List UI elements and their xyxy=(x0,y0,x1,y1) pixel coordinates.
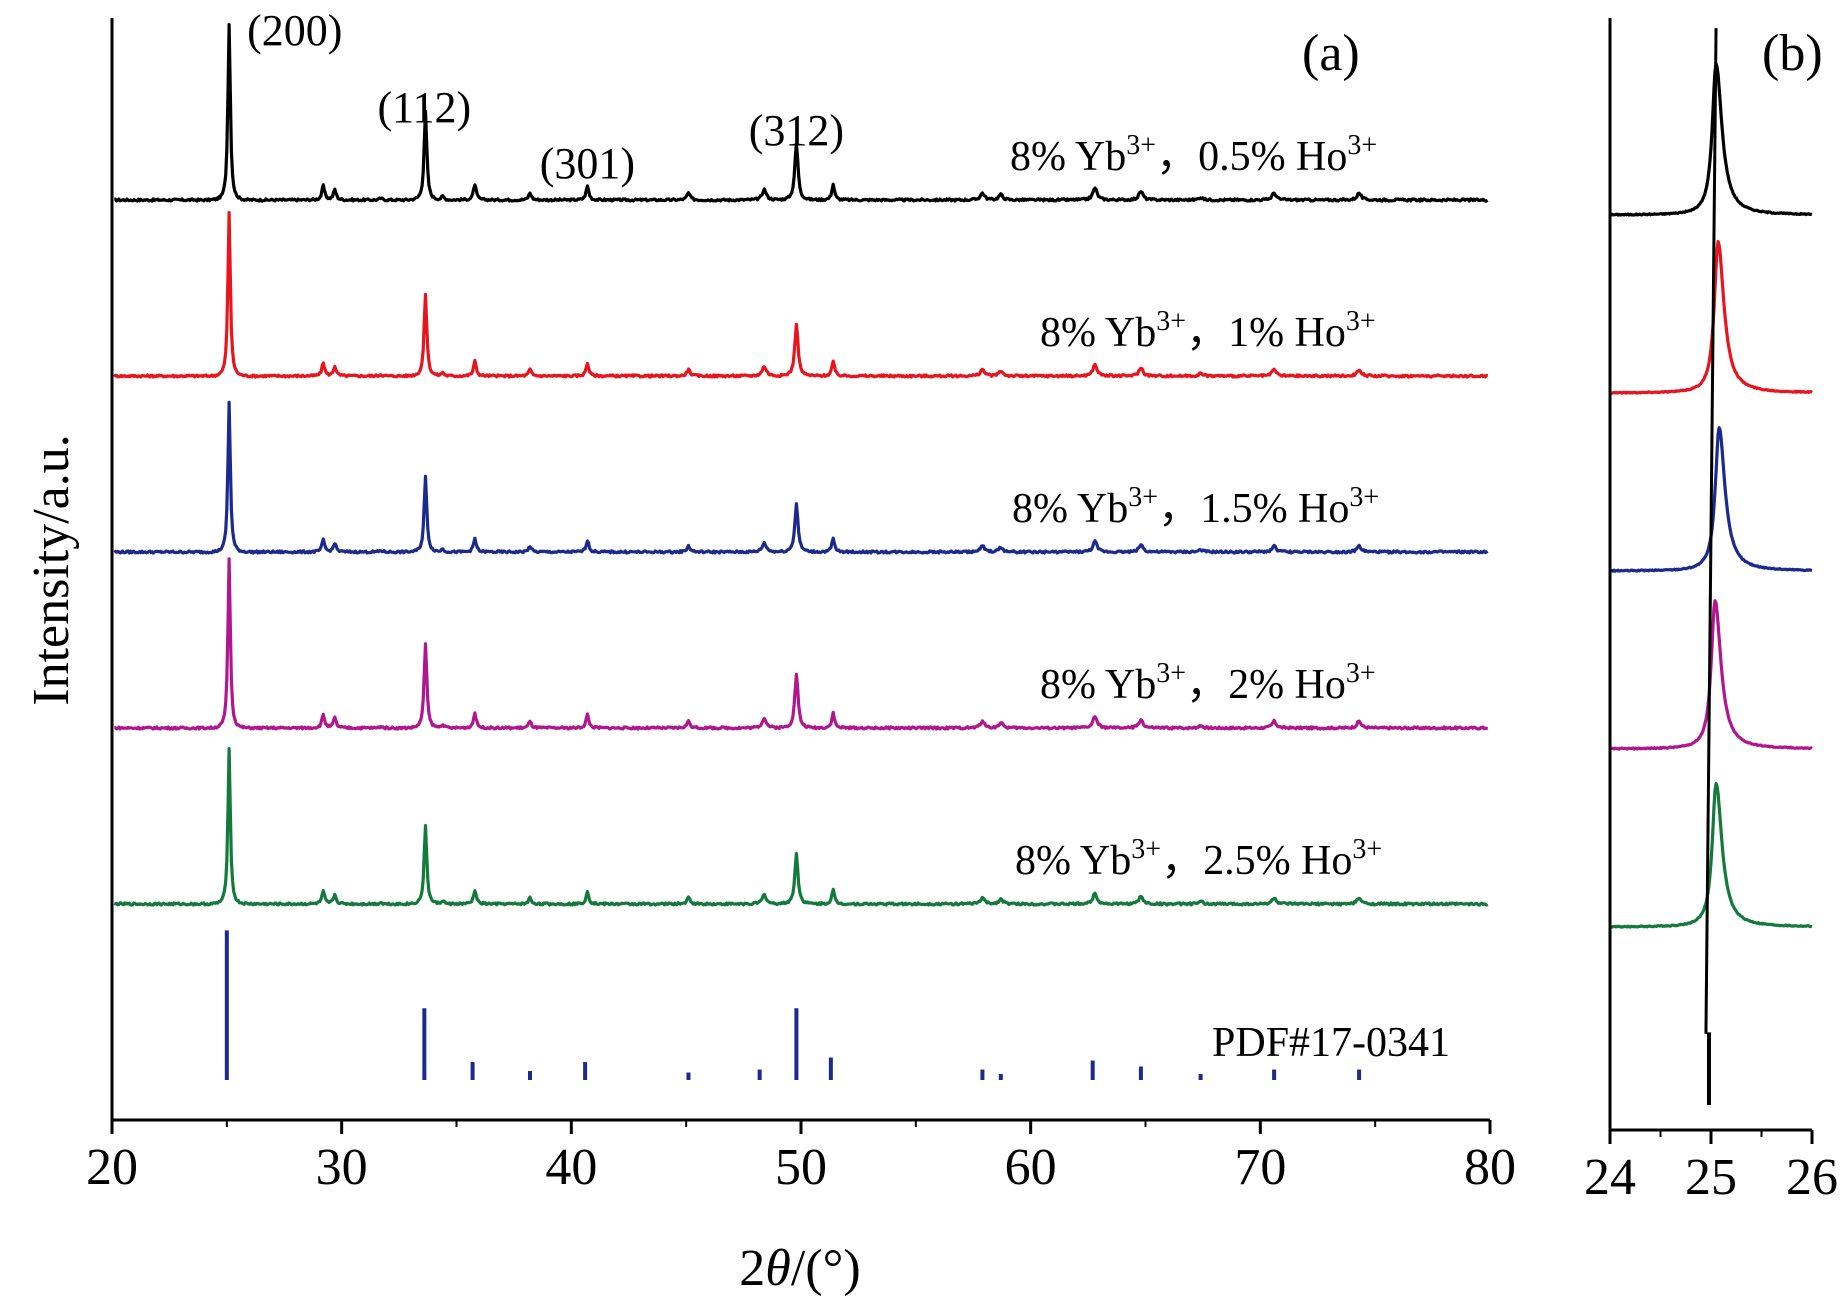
series-label-5-part-3: ，2.5% Ho xyxy=(1161,838,1352,884)
peak-shift-trend-line xyxy=(1704,28,1718,1034)
series-label-1-part-4: 3+ xyxy=(1347,130,1377,161)
x-tick-label-5: 60 xyxy=(1005,1139,1057,1196)
panel-b-x-tick-label-3: 26 xyxy=(1786,1149,1838,1206)
panel-a: 20 30 40 50 60 70 80 8% Yb3+，0.5% Ho3+8% Yb3+，… xyxy=(23,6,1516,1297)
peak-label-3: (301) xyxy=(540,139,635,188)
panel-a-series xyxy=(113,23,1489,907)
panel-b-series-line-1 xyxy=(1609,62,1813,217)
panel-b-series xyxy=(1609,28,1813,1105)
x-axis-title-prefix: 2 xyxy=(739,1240,765,1297)
panel-a-series-labels: 8% Yb3+，0.5% Ho3+8% Yb3+，1% Ho3+8% Yb3+，… xyxy=(1010,130,1382,884)
reference-label: PDF#17-0341 xyxy=(1212,1020,1450,1066)
peak-label-2: (112) xyxy=(378,83,472,132)
series-label-2-part-2: 3+ xyxy=(1156,306,1186,337)
series-label-4-part-2: 3+ xyxy=(1156,658,1186,689)
series-label-3-part-4: 3+ xyxy=(1349,482,1379,513)
series-label-2-part-4: 3+ xyxy=(1346,306,1376,337)
series-label-2: 8% Yb3+，1% Ho3+ xyxy=(1040,306,1376,356)
panel-b-series-line-2 xyxy=(1609,240,1813,395)
panel-label-a: (a) xyxy=(1302,25,1360,82)
series-line-1 xyxy=(113,23,1489,203)
peak-label-4: (312) xyxy=(749,106,844,155)
peak-annotations: (200) (112) (301) (312) xyxy=(247,6,844,188)
series-label-2-part-1: 8% Yb xyxy=(1040,310,1156,356)
series-label-4-part-3: ，2% Ho xyxy=(1186,662,1346,708)
series-label-4: 8% Yb3+，2% Ho3+ xyxy=(1040,658,1376,708)
x-tick-label-1: 20 xyxy=(86,1139,138,1196)
x-tick-label-6: 70 xyxy=(1234,1139,1286,1196)
series-label-1-part-2: 3+ xyxy=(1126,130,1156,161)
x-axis-title-variable: θ xyxy=(765,1240,791,1297)
series-line-4 xyxy=(113,557,1489,731)
series-label-3-part-2: 3+ xyxy=(1128,482,1158,513)
peak-label-1: (200) xyxy=(247,6,342,55)
series-label-3: 8% Yb3+，1.5% Ho3+ xyxy=(1012,482,1379,532)
panel-a-axes: 20 30 40 50 60 70 80 xyxy=(86,18,1516,1196)
series-label-5-part-2: 3+ xyxy=(1131,834,1161,865)
panel-b-axes: 24 25 26 xyxy=(1584,18,1838,1206)
series-label-4-part-1: 8% Yb xyxy=(1040,662,1156,708)
x-tick-label-4: 50 xyxy=(775,1139,827,1196)
panel-b-series-line-5 xyxy=(1609,781,1813,929)
panel-b: 24 25 26 (b) xyxy=(1584,18,1838,1206)
series-label-5: 8% Yb3+，2.5% Ho3+ xyxy=(1015,834,1382,884)
series-label-3-part-1: 8% Yb xyxy=(1012,486,1128,532)
x-axis-title-suffix: /(°) xyxy=(791,1240,861,1297)
x-tick-label-2: 30 xyxy=(316,1139,368,1196)
reference-pattern xyxy=(224,930,1362,1080)
x-axis-title: 2θ/(°) xyxy=(739,1240,860,1297)
series-line-2 xyxy=(113,211,1489,379)
series-label-5-part-4: 3+ xyxy=(1352,834,1382,865)
x-tick-label-3: 40 xyxy=(545,1139,597,1196)
series-label-4-part-4: 3+ xyxy=(1346,658,1376,689)
series-label-2-part-3: ，1% Ho xyxy=(1186,310,1346,356)
panel-b-x-tick-label-2: 25 xyxy=(1685,1149,1737,1206)
series-line-3 xyxy=(113,400,1489,555)
series-label-1-part-3: ，0.5% Ho xyxy=(1156,134,1347,180)
series-label-5-part-1: 8% Yb xyxy=(1015,838,1131,884)
x-tick-label-7: 80 xyxy=(1464,1139,1516,1196)
series-line-5 xyxy=(113,746,1489,907)
panel-b-x-tick-label-1: 24 xyxy=(1584,1149,1636,1206)
series-label-1: 8% Yb3+，0.5% Ho3+ xyxy=(1010,130,1377,180)
y-axis-title: Intensity/a.u. xyxy=(23,434,80,706)
series-label-1-part-1: 8% Yb xyxy=(1010,134,1126,180)
panel-label-b: (b) xyxy=(1762,25,1823,82)
series-label-3-part-3: ，1.5% Ho xyxy=(1158,486,1349,532)
